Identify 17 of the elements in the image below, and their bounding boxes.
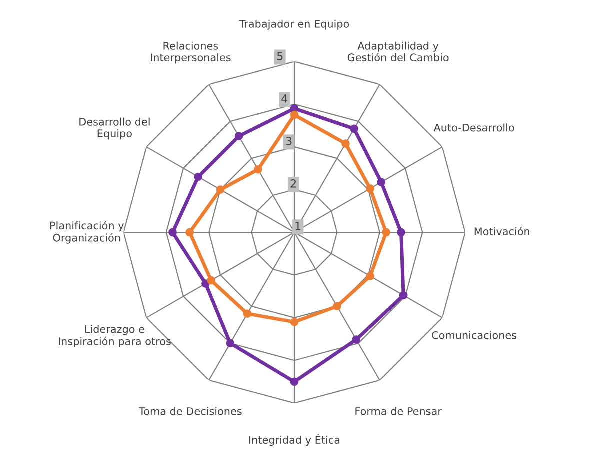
y-tick-label: 2: [290, 179, 296, 188]
spoke-label: Trabajador en Equipo: [239, 20, 350, 30]
y-tick-label: 1: [296, 222, 301, 230]
spoke-label: Forma de Pensar: [356, 407, 442, 416]
y-tick-label: 4: [282, 94, 288, 103]
y-tick-label: 3: [286, 137, 292, 146]
spoke-label: Desarrollo del Equipo: [80, 118, 150, 140]
spoke-label: Auto-Desarrollo: [434, 124, 514, 132]
spoke-label: Liderazgo e Inspiración para otros: [58, 325, 171, 348]
spoke-label: Planificación y Organización: [50, 221, 124, 244]
spoke-label: Relaciones Interpersonales: [151, 42, 231, 64]
spoke-label: Toma de Decisiones: [139, 407, 242, 416]
spoke-label: Comunicaciones: [432, 331, 517, 340]
y-tick-label: 5: [278, 52, 283, 60]
spoke-label: Motivación: [474, 227, 530, 236]
spoke-label: Adaptabilidad y Gestión del Cambio: [348, 42, 449, 62]
spoke-label: Integridad y Ética: [250, 434, 340, 446]
